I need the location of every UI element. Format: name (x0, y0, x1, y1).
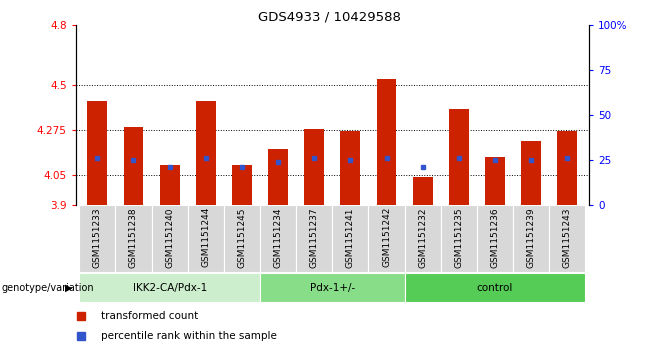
Bar (88, 101, 107, 205)
Text: GSM1151242: GSM1151242 (382, 207, 391, 268)
Text: GDS4933 / 10429588: GDS4933 / 10429588 (257, 11, 401, 24)
FancyBboxPatch shape (332, 205, 368, 272)
Bar (232, 165, 252, 205)
FancyBboxPatch shape (368, 205, 405, 272)
FancyBboxPatch shape (549, 205, 586, 272)
Text: ▶: ▶ (65, 283, 72, 293)
Text: GSM1151237: GSM1151237 (310, 207, 318, 268)
Bar (485, 157, 505, 205)
Bar (376, 79, 396, 205)
Text: GSM1151245: GSM1151245 (238, 207, 247, 268)
Text: GSM1151240: GSM1151240 (165, 207, 174, 268)
Text: IKK2-CA/Pdx-1: IKK2-CA/Pdx-1 (132, 283, 207, 293)
Bar (413, 177, 432, 205)
FancyBboxPatch shape (115, 205, 151, 272)
FancyBboxPatch shape (188, 205, 224, 272)
FancyBboxPatch shape (296, 205, 332, 272)
Bar (449, 109, 468, 205)
Text: GSM1151238: GSM1151238 (129, 207, 138, 268)
Text: GSM1151234: GSM1151234 (274, 207, 282, 268)
FancyBboxPatch shape (441, 205, 477, 272)
FancyBboxPatch shape (260, 273, 405, 302)
FancyBboxPatch shape (513, 205, 549, 272)
FancyBboxPatch shape (79, 273, 260, 302)
Text: GSM1151232: GSM1151232 (418, 207, 427, 268)
Text: transformed count: transformed count (101, 311, 199, 321)
Text: GSM1151236: GSM1151236 (490, 207, 499, 268)
Text: GSM1151235: GSM1151235 (454, 207, 463, 268)
FancyBboxPatch shape (224, 205, 260, 272)
Text: percentile rank within the sample: percentile rank within the sample (101, 331, 277, 341)
Text: GSM1151239: GSM1151239 (526, 207, 536, 268)
FancyBboxPatch shape (151, 205, 188, 272)
Bar (521, 141, 541, 205)
Bar (160, 165, 180, 205)
Text: GSM1151244: GSM1151244 (201, 207, 211, 268)
Bar (304, 129, 324, 205)
Text: control: control (477, 283, 513, 293)
Bar (124, 127, 143, 205)
Text: Pdx-1+/-: Pdx-1+/- (310, 283, 355, 293)
Text: genotype/variation: genotype/variation (1, 283, 94, 293)
FancyBboxPatch shape (405, 205, 441, 272)
FancyBboxPatch shape (260, 205, 296, 272)
FancyBboxPatch shape (405, 273, 586, 302)
Bar (340, 131, 361, 205)
Text: GSM1151241: GSM1151241 (346, 207, 355, 268)
Text: GSM1151243: GSM1151243 (563, 207, 572, 268)
FancyBboxPatch shape (477, 205, 513, 272)
Bar (557, 131, 577, 205)
FancyBboxPatch shape (79, 205, 115, 272)
Bar (268, 149, 288, 205)
Text: GSM1151233: GSM1151233 (93, 207, 102, 268)
Bar (196, 101, 216, 205)
